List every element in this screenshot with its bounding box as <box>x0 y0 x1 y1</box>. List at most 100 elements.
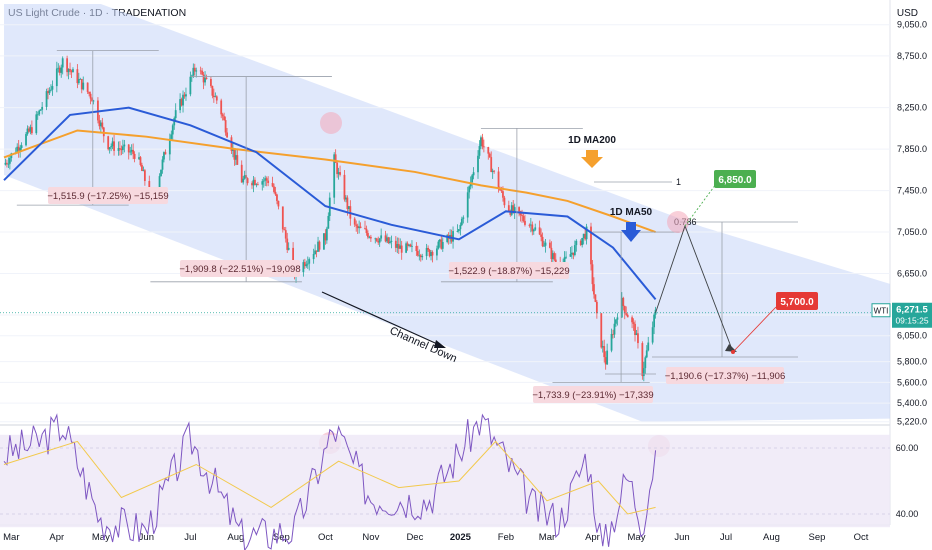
candle-body <box>55 68 58 87</box>
candle-body <box>460 218 463 225</box>
ma50-line <box>3 106 657 301</box>
candle-body <box>99 122 102 127</box>
candle-body <box>185 94 187 97</box>
candle-body <box>111 141 114 147</box>
candle-body <box>575 240 578 246</box>
ma200-arrow <box>581 150 603 168</box>
candle-body <box>305 264 308 267</box>
candle-body <box>318 241 321 250</box>
candle-body <box>421 256 424 258</box>
rsi-tick-label: 60.00 <box>896 443 919 453</box>
candle-body <box>7 163 10 165</box>
candle-body <box>183 94 186 97</box>
candle-body <box>347 206 350 209</box>
candle-body <box>477 155 479 173</box>
candle-body <box>405 243 407 253</box>
y-tick-label: 7,850.0 <box>897 144 927 154</box>
y-tick-label: 6,650.0 <box>897 269 927 279</box>
candle-body <box>472 172 475 176</box>
candle-body <box>387 237 390 243</box>
candle-body <box>19 147 22 151</box>
drop-label: −1,733.9 (−23.91%) −17,339 <box>532 390 653 401</box>
candle-body <box>242 178 245 183</box>
candle-body <box>522 216 525 221</box>
candle-body <box>234 155 237 160</box>
candle-body <box>543 245 545 247</box>
candle-body <box>108 147 111 150</box>
candle-body <box>141 165 143 171</box>
candle-body <box>430 251 432 257</box>
candle-body <box>264 178 267 181</box>
candle-body <box>622 297 625 307</box>
candle-body <box>302 262 305 273</box>
highlight-circle <box>667 211 689 233</box>
candle-body <box>394 240 397 248</box>
candle-body <box>503 197 506 206</box>
candle-body <box>92 100 95 102</box>
candle-body <box>110 146 113 148</box>
candle-body <box>642 368 645 377</box>
candle-body <box>72 69 74 73</box>
candle-body <box>418 255 421 257</box>
candle-body <box>529 224 532 226</box>
candle-body <box>36 114 39 116</box>
candle-body <box>325 228 328 241</box>
candle-body <box>86 82 89 92</box>
candle-body <box>488 153 491 158</box>
candle-body <box>637 333 639 344</box>
x-tick-label: May <box>92 532 110 543</box>
candle-body <box>267 180 270 184</box>
target-down-line <box>732 306 777 353</box>
y-tick-label: 6,050.0 <box>897 331 927 341</box>
rsi-signal-line <box>3 440 656 515</box>
candle-body <box>30 127 33 134</box>
candle-body <box>569 254 572 257</box>
candle-body <box>180 99 183 106</box>
candle-body <box>221 114 224 117</box>
candle-body <box>459 224 462 230</box>
candle-body <box>211 85 214 96</box>
candle-body <box>431 251 434 256</box>
x-tick-label: Dec <box>406 532 423 543</box>
candle-body <box>593 284 595 295</box>
candle-body <box>612 333 614 335</box>
candle-body <box>553 253 556 260</box>
candle-body <box>336 162 339 175</box>
candle-body <box>277 200 280 207</box>
candle-body <box>384 235 387 242</box>
candle-body <box>317 241 319 252</box>
candle-body <box>89 93 92 99</box>
ma200-label: 1D MA200 <box>568 135 616 146</box>
candle-body <box>601 346 604 348</box>
candle-body <box>262 180 265 182</box>
candle-body <box>327 215 330 229</box>
candle-body <box>16 146 19 153</box>
candle-body <box>76 69 79 84</box>
candle-body <box>509 211 512 215</box>
candle-body <box>411 245 413 247</box>
candle-body <box>121 146 124 151</box>
candle-body <box>538 227 541 235</box>
candle-body <box>532 229 535 232</box>
candle-body <box>138 157 140 159</box>
candle-body <box>541 236 544 247</box>
candle-body <box>142 170 145 172</box>
candle-body <box>610 333 613 351</box>
candle-body <box>615 319 617 324</box>
y-tick-label: 5,400.0 <box>897 398 927 408</box>
candle-body <box>364 227 366 229</box>
candle-body <box>359 226 362 228</box>
y-tick-label: 8,250.0 <box>897 103 927 113</box>
candle-body <box>139 157 142 166</box>
candle-body <box>230 137 233 151</box>
candle-body <box>440 239 443 249</box>
candle-body <box>171 125 174 135</box>
candle-body <box>493 170 496 172</box>
ma200-line <box>3 129 656 233</box>
candle-body <box>355 224 358 226</box>
candle-body <box>179 99 181 111</box>
highlight-circle <box>320 112 342 134</box>
candle-body <box>17 146 20 151</box>
candle-body <box>190 75 193 77</box>
